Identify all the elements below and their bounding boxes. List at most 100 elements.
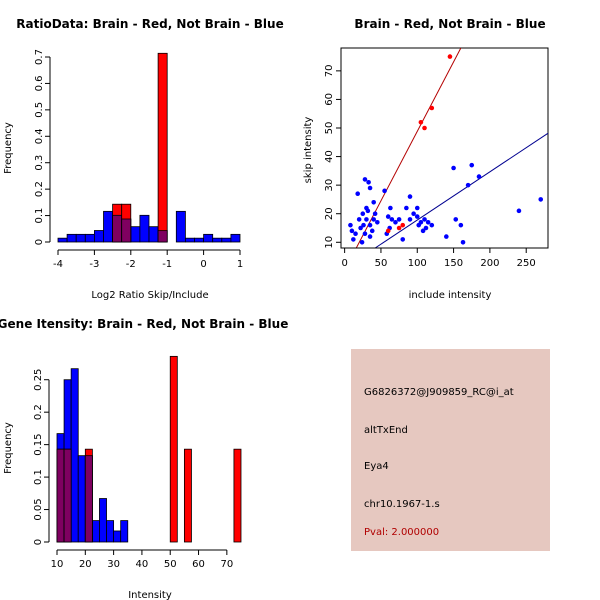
scatter-not-brain-point — [393, 219, 398, 225]
scatter-not-brain-point — [366, 179, 371, 185]
scatter-not-brain-fit-line — [374, 132, 548, 248]
scatter-x-tick-label: 100 — [408, 258, 427, 269]
scatter-not-brain-point — [371, 217, 376, 222]
scatter-not-brain-point — [422, 217, 427, 222]
gene-name-text: Eya4 — [364, 461, 389, 472]
ratio-x-axis-label: Log2 Ratio Skip/Include — [91, 290, 208, 301]
pval-text: Pval: 2.000000 — [364, 527, 440, 538]
scatter-not-brain-point — [451, 165, 456, 171]
ratio-blue-bar — [230, 233, 241, 243]
scatter-not-brain-point — [371, 199, 376, 205]
ratio-y-tick-label: 0.2 — [34, 181, 45, 197]
scatter-chart-title: Brain - Red, Not Brain - Blue — [354, 17, 545, 31]
intensity-y-tick-label: 0.25 — [33, 369, 44, 391]
probe-id-text: G6826372@J909859_RC@i_at — [364, 387, 514, 398]
scatter-not-brain-point — [469, 162, 475, 168]
scatter-not-brain-point — [385, 214, 391, 219]
intensity-overlap-bar — [63, 448, 72, 543]
scatter-not-brain-point — [349, 228, 355, 234]
scatter-x-tick-label: 250 — [517, 258, 536, 269]
scatter-not-brain-point — [359, 239, 365, 245]
scatter-not-brain-point — [362, 177, 368, 182]
intensity-blue-bar — [77, 455, 86, 543]
intensity-blue-bar — [106, 520, 115, 543]
scatter-brain-point — [396, 225, 402, 231]
scatter-not-brain-point — [516, 208, 522, 214]
scatter-not-brain-point — [404, 205, 409, 211]
ratio-y-tick-label: 0.3 — [34, 155, 45, 171]
scatter-not-brain-point — [458, 222, 464, 228]
intensity-overlap-bar — [56, 448, 65, 543]
intensity-x-tick-label: 50 — [164, 559, 177, 570]
scatter-not-brain-point — [364, 217, 369, 222]
scatter-brain-point — [422, 125, 427, 131]
scatter-x-axis-label: include intensity — [409, 290, 492, 301]
ratio-blue-bar — [194, 237, 204, 243]
scatter-not-brain-point — [418, 219, 424, 225]
scatter-not-brain-point — [414, 205, 420, 211]
scatter-brain-point — [429, 105, 435, 111]
ratio-y-tick-label: 0.5 — [34, 102, 45, 118]
intensity-x-tick-label: 40 — [136, 559, 149, 570]
scatter-not-brain-point — [353, 231, 358, 237]
scatter-y-tick-label: 10 — [324, 236, 335, 249]
scatter-not-brain-point — [365, 208, 371, 214]
scatter-not-brain-point — [372, 211, 378, 217]
intensity-x-tick-label: 30 — [107, 559, 120, 570]
scatter-x-tick-label: 0 — [341, 258, 347, 269]
scatter-x-tick-label: 200 — [480, 258, 499, 269]
intensity-red-bar — [183, 448, 192, 543]
scatter-not-brain-point — [407, 217, 413, 222]
intensity-chart-title: Gene Itensity: Brain - Red, Not Brain - … — [0, 317, 288, 331]
scatter-brain-point — [385, 228, 391, 234]
ratio-histogram-panel: RatioData: Brain - Red, Not Brain - Blue… — [3, 17, 284, 301]
scatter-not-brain-point — [411, 211, 416, 217]
ratio-blue-bar — [84, 233, 95, 243]
intensity-x-tick-label: 10 — [51, 559, 64, 570]
scatter-not-brain-point — [355, 191, 361, 197]
intensity-blue-bar — [120, 520, 129, 543]
intensity-y-tick-label: 0.05 — [33, 498, 44, 520]
scatter-not-brain-point — [382, 188, 387, 194]
scatter-x-tick-label: 150 — [444, 258, 463, 269]
ratio-y-tick-label: 0.1 — [34, 208, 45, 224]
ratio-blue-bar — [175, 210, 186, 243]
ratio-y-tick-label: 0 — [34, 239, 45, 245]
ratio-x-tick-label: -4 — [53, 259, 63, 270]
ratio-blue-bar — [75, 233, 86, 243]
event-type-text: altTxEnd — [364, 425, 408, 436]
probe-info-box: G6826372@J909859_RC@i_at altTxEnd Eya4 c… — [351, 349, 550, 551]
scatter-y-tick-label: 70 — [324, 64, 335, 77]
ratio-overlap-bar — [112, 214, 123, 243]
ratio-blue-bar — [103, 210, 113, 243]
scatter-not-brain-point — [361, 222, 366, 228]
scatter-not-brain-point — [351, 237, 356, 242]
scatter-not-brain-point — [358, 225, 363, 231]
scatter-not-brain-point — [425, 219, 431, 225]
scatter-not-brain-point — [444, 234, 449, 239]
scatter-brain-point — [400, 222, 406, 228]
intensity-y-tick-label: 0.15 — [33, 433, 44, 455]
scatter-not-brain-point — [538, 197, 544, 202]
ratio-blue-bar — [148, 226, 159, 243]
scatter-brain-point — [447, 54, 453, 59]
scatter-not-brain-point — [476, 174, 482, 179]
intensity-y-tick-label: 0.2 — [33, 404, 44, 420]
intensity-overlap-bar — [84, 455, 93, 543]
ratio-y-tick-label: 0.4 — [34, 128, 45, 144]
ratio-blue-bar — [212, 237, 223, 243]
scatter-not-brain-point — [407, 194, 413, 199]
ratio-y-tick-label: 0.6 — [34, 75, 45, 91]
intensity-y-axis-label: Frequency — [3, 422, 14, 474]
intensity-x-tick-label: 60 — [192, 559, 205, 570]
ratio-overlap-bar — [121, 218, 132, 243]
ratio-blue-bar — [130, 226, 141, 243]
scatter-not-brain-point — [460, 239, 466, 245]
ratio-chart-title: RatioData: Brain - Red, Not Brain - Blue — [16, 17, 283, 31]
intensity-blue-bar — [99, 498, 107, 543]
intensity-blue-bar — [91, 520, 100, 543]
scatter-not-brain-point — [367, 234, 373, 239]
scatter-y-axis-label: skip intensity — [303, 117, 314, 184]
scatter-brain-point — [418, 119, 424, 125]
scatter-not-brain-point — [423, 225, 429, 231]
